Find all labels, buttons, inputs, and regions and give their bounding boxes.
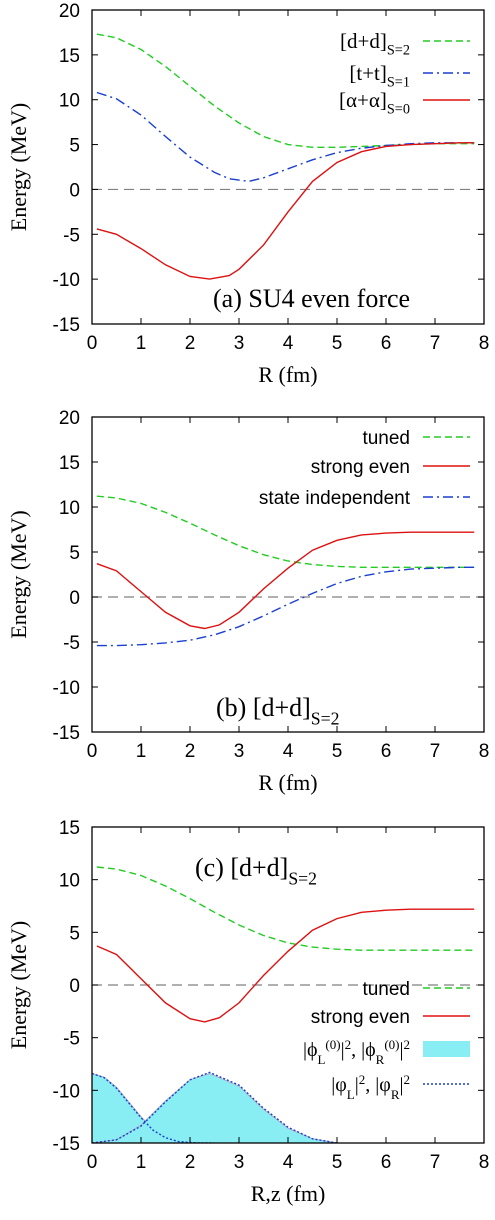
- y-tick-label: 10: [59, 498, 80, 519]
- area-outline-2-2-1: [92, 1072, 338, 1143]
- series-line-0-0-0: [96, 33, 475, 148]
- legend-label: |ϕL(0)|2, |ϕR(0)|2: [303, 1037, 410, 1067]
- y-tick-label: 0: [69, 588, 80, 609]
- x-axis-title: R (fm): [258, 362, 317, 387]
- x-tick-label: 5: [332, 1152, 343, 1173]
- y-tick-label: 10: [59, 871, 80, 892]
- panel-label: (b) [d+d]S=2: [216, 693, 339, 728]
- x-tick-label: 6: [381, 1152, 392, 1173]
- x-tick-label: 3: [234, 1152, 245, 1173]
- x-tick-label: 2: [185, 741, 196, 762]
- legend-label: [α+α]S=0: [339, 88, 410, 118]
- y-tick-label: -15: [53, 1134, 80, 1155]
- y-tick-label: -10: [53, 270, 80, 291]
- y-axis-title: Energy (MeV): [6, 103, 31, 232]
- y-axis-title: Energy (MeV): [6, 921, 31, 1050]
- x-tick-label: 1: [136, 333, 147, 354]
- x-tick-label: 2: [185, 333, 196, 354]
- legend-label: tuned: [362, 428, 410, 449]
- series-line-2-3-1: [92, 1071, 338, 1143]
- panel-a: 0 1 2 3 4 5 6 7 8 20 15 10 5 0 -5 -10 -15 R (fm) Energy (M…: [6, 1, 489, 387]
- x-tick-label: 0: [87, 1152, 98, 1173]
- y-tick-label: 5: [69, 923, 80, 944]
- y-tick-label: 15: [59, 46, 80, 67]
- area-2-2-0: [92, 1073, 215, 1143]
- x-tick-label: 6: [381, 333, 392, 354]
- x-tick-label: 0: [87, 741, 98, 762]
- x-tick-label: 3: [234, 741, 245, 762]
- x-tick-label: 8: [479, 741, 490, 762]
- x-tick-label: 7: [430, 333, 441, 354]
- legend-label: strong even: [311, 1007, 410, 1028]
- x-axis-title: R,z (fm): [251, 1181, 326, 1206]
- panel-b: 0 1 2 3 4 5 6 7 8 20 15 10 5 0 -5 -10 -15 R (fm) Energy (M…: [6, 408, 489, 795]
- legend-label: |φL|2, |φR|2: [331, 1072, 410, 1102]
- y-tick-label: -5: [63, 633, 80, 654]
- series-line-2-1-0: [96, 908, 475, 1023]
- x-tick-label: 3: [234, 333, 245, 354]
- panel-label: (a) SU4 even force: [213, 284, 410, 313]
- x-tick-label: 4: [283, 741, 294, 762]
- y-tick-label: 0: [69, 976, 80, 997]
- legend-label: tuned: [362, 979, 410, 1000]
- series-line-0-1-0: [96, 91, 475, 183]
- y-tick-label: -15: [53, 315, 80, 336]
- series-line-1-2-0: [96, 566, 475, 647]
- y-tick-label: -5: [63, 1029, 80, 1050]
- x-tick-label: 8: [479, 1152, 490, 1173]
- series-line-1-0-0: [96, 495, 475, 568]
- y-tick-label: -15: [53, 723, 80, 744]
- x-tick-label: 4: [283, 1152, 294, 1173]
- legend-swatch: [423, 1041, 470, 1057]
- panel-c: 0 1 2 3 4 5 6 7 8 15 10 5 0 -5 -10 -15 R,z (fm) Energy (M…: [6, 818, 489, 1206]
- y-tick-label: 20: [59, 1, 80, 22]
- legend-label: strong even: [311, 457, 410, 478]
- legend-label: [t+t]S=1: [349, 61, 410, 91]
- x-tick-label: 8: [479, 333, 490, 354]
- y-tick-label: 15: [59, 453, 80, 474]
- x-axis-title: R (fm): [258, 770, 317, 795]
- y-tick-label: 15: [59, 818, 80, 839]
- panel-label: (c) [d+d]S=2: [195, 853, 317, 888]
- series-line-0-2-0: [96, 142, 475, 280]
- legend-label: [d+d]S=2: [340, 29, 410, 59]
- x-tick-label: 2: [185, 1152, 196, 1173]
- y-tick-label: -5: [63, 225, 80, 246]
- y-tick-label: -10: [53, 1081, 80, 1102]
- plot-frame: [91, 416, 485, 733]
- x-tick-label: 1: [136, 1152, 147, 1173]
- x-tick-label: 7: [430, 741, 441, 762]
- x-tick-label: 4: [283, 333, 294, 354]
- legend-label: state independent: [259, 488, 411, 509]
- y-tick-label: -10: [53, 678, 80, 699]
- x-tick-label: 0: [87, 333, 98, 354]
- x-tick-label: 5: [332, 333, 343, 354]
- y-axis-title: Energy (MeV): [6, 510, 31, 639]
- x-tick-label: 7: [430, 1152, 441, 1173]
- series-line-1-1-0: [96, 531, 475, 630]
- y-tick-label: 20: [59, 408, 80, 429]
- area-2-2-1: [92, 1073, 337, 1143]
- x-tick-label: 5: [332, 741, 343, 762]
- y-tick-label: 0: [69, 180, 80, 201]
- y-tick-label: 5: [69, 136, 80, 157]
- y-tick-label: 10: [59, 91, 80, 112]
- y-tick-label: 5: [69, 543, 80, 564]
- x-tick-label: 1: [136, 741, 147, 762]
- x-tick-label: 6: [381, 741, 392, 762]
